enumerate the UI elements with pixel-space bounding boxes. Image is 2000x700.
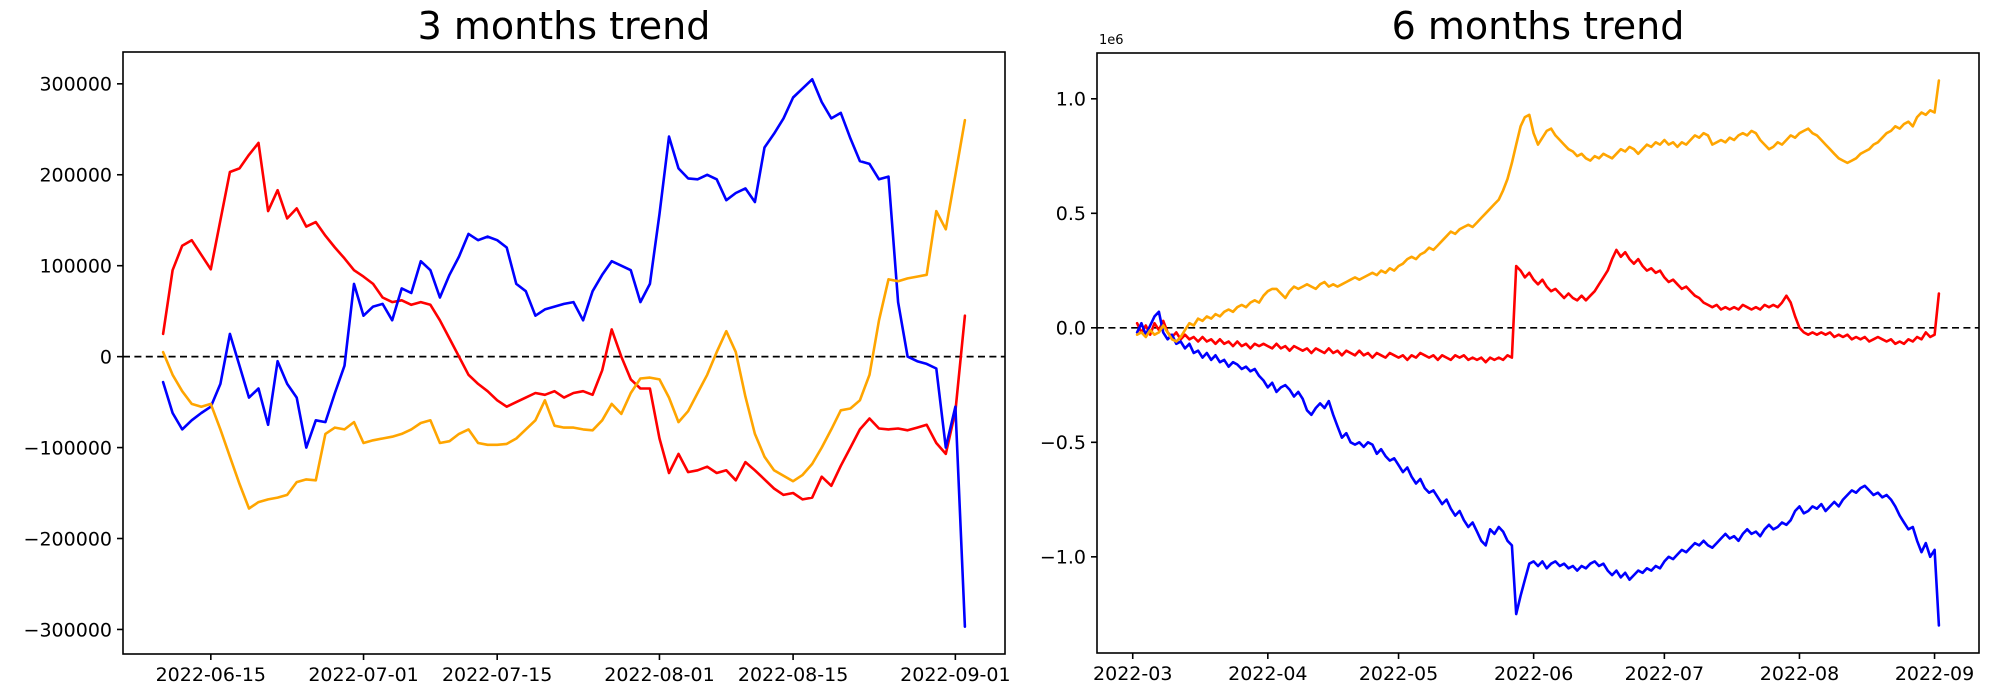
plot-frame (1096, 52, 1980, 654)
y-tick-label: −300000 (24, 619, 112, 641)
three-months-chart: −300000 −200000 −100000 0 100000 200000 300000… (24, 51, 1011, 686)
x-tick-label: 2022-08-15 (738, 664, 848, 686)
red-series-line (161, 141, 967, 501)
six-months-chart: −1.0 −0.5 0.0 0.5 1.0 2022-03 2022-04 2022-05 20… (1040, 52, 1980, 685)
y-axis-offset-label-1e6: 1e6 (1099, 33, 1124, 48)
y-tick-label: 0.5 (1056, 203, 1086, 225)
chart-title-6-months-trend: 6 months trend (1391, 4, 1685, 48)
chart-title-3-months-trend: 3 months trend (417, 4, 711, 48)
y-tick-label: 300000 (39, 74, 112, 96)
orange-series-line (1135, 79, 1941, 343)
x-tick-label: 2022-07-15 (442, 664, 552, 686)
x-tick-label: 2022-08 (1760, 663, 1839, 685)
x-tick-label: 2022-07-01 (308, 664, 418, 686)
y-tick-label: 0.0 (1056, 318, 1086, 340)
y-tick-label: −0.5 (1040, 432, 1086, 454)
y-tick-label: 0 (100, 346, 112, 368)
y-tick-label: 200000 (39, 165, 112, 187)
x-tick-label: 2022-07 (1625, 663, 1704, 685)
y-tick-label: −200000 (24, 528, 112, 550)
x-tick-label: 2022-03 (1093, 663, 1172, 685)
plot-frame (122, 51, 1006, 655)
x-tick-label: 2022-04 (1228, 663, 1307, 685)
x-tick-label: 2022-08-01 (604, 664, 714, 686)
x-tick-label: 2022-05 (1359, 663, 1438, 685)
x-tick-label: 2022-06-15 (156, 664, 266, 686)
x-tick-label: 2022-09-01 (900, 664, 1010, 686)
y-tick-label: −1.0 (1040, 547, 1086, 569)
blue-series-line (1135, 310, 1941, 627)
blue-series-line (161, 78, 967, 629)
x-tick-label: 2022-09 (1895, 663, 1974, 685)
y-tick-label: 100000 (39, 256, 112, 278)
orange-series-line (161, 118, 967, 510)
y-tick-label: −100000 (24, 437, 112, 459)
x-tick-label: 2022-06 (1494, 663, 1573, 685)
y-tick-label: 1.0 (1056, 89, 1086, 111)
red-series-line (1135, 248, 1941, 364)
